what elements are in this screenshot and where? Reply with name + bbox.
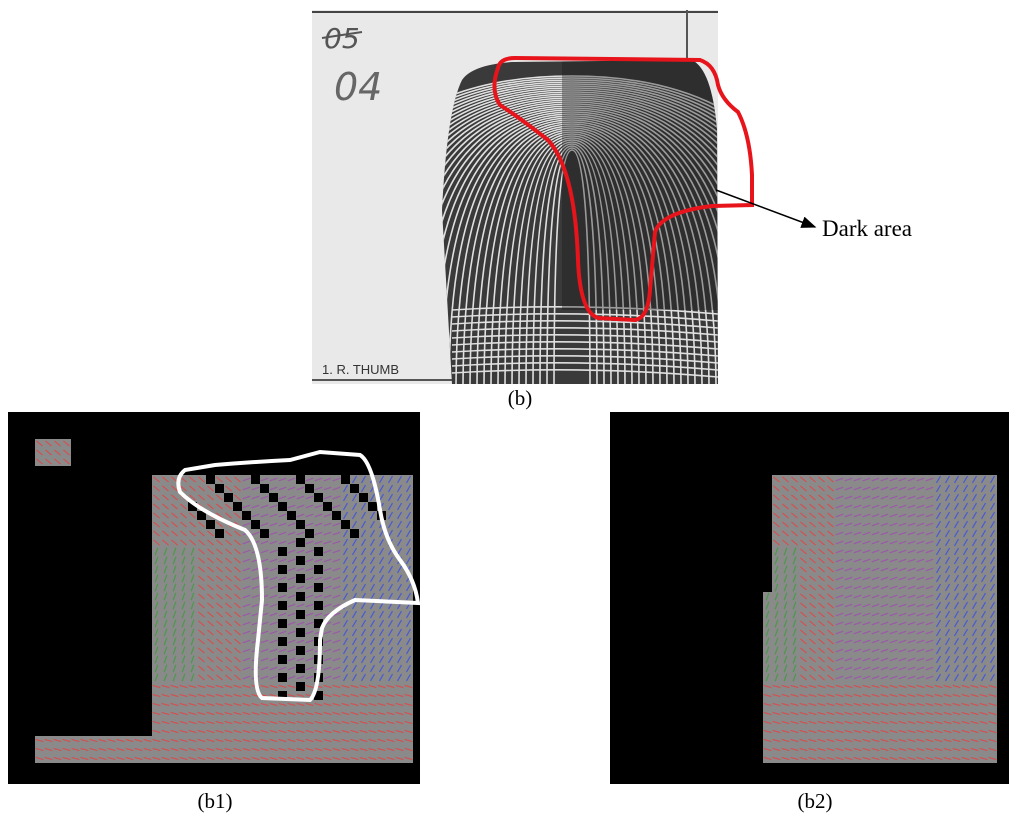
- orientation-field-right-svg: [763, 475, 997, 763]
- orientation-field-right: [610, 412, 1009, 784]
- orientation-field-left: [8, 412, 420, 784]
- annotation-label: Dark area: [822, 216, 913, 241]
- card-label: 1. R. THUMB: [322, 362, 399, 377]
- orientation-field-left-svg: [35, 439, 413, 763]
- fingerprint-image: 05 04 1. R. THUMB: [312, 10, 718, 384]
- strike-through: [321, 31, 363, 39]
- caption-left: (b1): [197, 789, 233, 813]
- fingerprint-image-svg: 05 04 1. R. THUMB: [312, 10, 718, 384]
- annotation-arrow: [715, 189, 817, 228]
- handwritten-mark: 04: [334, 65, 382, 109]
- caption-top: (b): [507, 386, 533, 410]
- handwritten-mark: 05: [324, 22, 360, 55]
- caption-right: (b2): [797, 789, 833, 813]
